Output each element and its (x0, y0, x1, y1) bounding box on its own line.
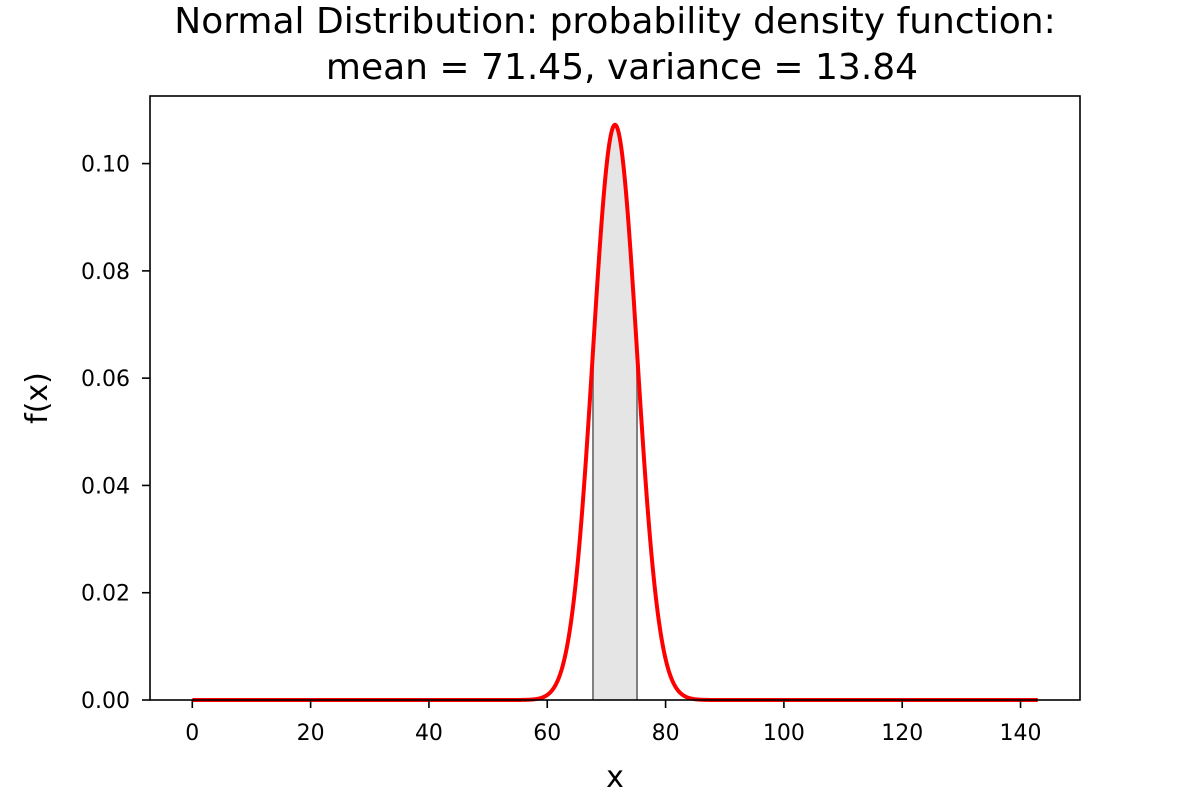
y-axis: 0.00 0.02 0.04 0.06 0.08 0.10 (81, 153, 150, 714)
x-tick-label: 100 (763, 721, 805, 746)
x-tick-label: 40 (415, 721, 443, 746)
plot-area (191, 122, 1039, 702)
y-tick-label: 0.02 (81, 582, 130, 607)
y-tick-label: 0.00 (81, 689, 130, 714)
x-tick-label: 120 (881, 721, 923, 746)
y-tick-label: 0.10 (81, 153, 130, 178)
chart-title-line1: Normal Distribution: probability density… (174, 1, 1055, 42)
chart-title-line2: mean = 71.45, variance = 13.84 (326, 47, 918, 88)
plot-frame (149, 95, 1081, 701)
x-axis-label: x (606, 760, 624, 795)
y-axis-label: f(x) (20, 372, 55, 424)
shaded-region (592, 124, 638, 700)
x-tick-label: 60 (533, 721, 561, 746)
y-tick-label: 0.08 (81, 260, 130, 285)
y-tick-label: 0.06 (81, 367, 130, 392)
x-tick-label: 140 (1000, 721, 1042, 746)
x-tick-label: 0 (185, 721, 199, 746)
x-axis: 0 20 40 60 80 100 120 140 (185, 700, 1042, 746)
x-tick-label: 80 (652, 721, 680, 746)
x-tick-label: 20 (297, 721, 325, 746)
y-tick-label: 0.04 (81, 474, 130, 499)
